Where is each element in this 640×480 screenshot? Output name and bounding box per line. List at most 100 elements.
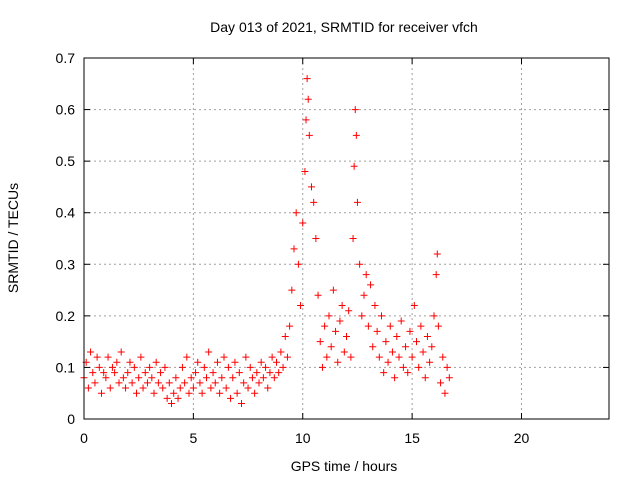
data-point <box>397 317 405 325</box>
data-point <box>198 389 206 397</box>
data-point <box>299 219 307 227</box>
data-point <box>183 353 191 361</box>
data-point <box>310 198 318 206</box>
data-point <box>181 379 189 387</box>
data-point <box>196 379 204 387</box>
data-point <box>439 353 447 361</box>
data-point <box>174 394 182 402</box>
data-point <box>292 209 300 217</box>
data-point <box>441 389 449 397</box>
data-point <box>410 302 418 310</box>
data-point <box>229 374 237 382</box>
x-tick-label: 5 <box>189 430 197 446</box>
data-point <box>308 183 315 191</box>
data-point <box>437 379 445 387</box>
data-point <box>318 363 326 371</box>
ticks: 0 0.1 0.2 0.3 0.4 0.5 0.6 0.7 0 5 10 15 20 <box>56 50 609 446</box>
data-point <box>426 358 434 366</box>
data-point <box>148 374 156 382</box>
data-point <box>345 307 353 315</box>
data-point <box>124 369 132 377</box>
data-point <box>220 353 228 361</box>
data-point <box>187 374 195 382</box>
data-point <box>338 302 346 310</box>
data-point <box>277 348 285 356</box>
data-point <box>172 374 180 382</box>
data-point <box>275 369 283 377</box>
data-point <box>430 312 438 320</box>
data-point <box>209 369 217 377</box>
data-point <box>115 379 123 387</box>
data-point <box>222 384 230 392</box>
data-point <box>290 245 298 253</box>
data-point <box>303 75 311 83</box>
data-point <box>329 286 337 294</box>
data-point <box>408 353 416 361</box>
chart-title: Day 013 of 2021, SRMTID for receiver vfc… <box>210 19 478 35</box>
data-point <box>301 167 309 175</box>
data-point <box>102 374 110 382</box>
data-point <box>84 384 92 392</box>
data-point <box>227 394 235 402</box>
data-point <box>428 343 436 351</box>
data-point <box>163 394 171 402</box>
plot-frame <box>83 57 610 420</box>
x-tick-label: 15 <box>404 430 420 446</box>
data-point <box>288 286 296 294</box>
data-point <box>143 379 151 387</box>
data-point <box>266 369 274 377</box>
data-point <box>189 384 197 392</box>
data-point <box>352 131 360 139</box>
data-point <box>91 379 99 387</box>
data-point <box>253 369 261 377</box>
data-point <box>141 369 149 377</box>
data-point <box>445 374 453 382</box>
y-tick-label: 0.1 <box>56 359 76 375</box>
data-point <box>133 389 140 397</box>
data-point <box>393 332 401 340</box>
data-point <box>384 358 392 366</box>
data-point <box>364 322 372 330</box>
data-point <box>380 369 388 377</box>
data-point <box>257 358 265 366</box>
data-point <box>314 291 322 299</box>
data-point <box>371 302 379 310</box>
data-points <box>80 75 453 408</box>
data-point <box>122 384 130 392</box>
data-point <box>334 358 342 366</box>
data-point <box>402 343 410 351</box>
data-point <box>399 363 407 371</box>
data-point <box>255 379 263 387</box>
data-point <box>349 235 357 242</box>
data-point <box>135 374 143 382</box>
data-point <box>213 358 221 366</box>
data-point <box>360 291 368 299</box>
x-tick-label: 0 <box>80 430 88 446</box>
data-point <box>168 400 175 408</box>
data-point <box>106 384 114 392</box>
data-point <box>312 235 320 242</box>
data-point <box>415 363 423 371</box>
x-axis-title: GPS time / hours <box>291 458 398 474</box>
y-tick-label: 0.4 <box>56 205 76 221</box>
data-point <box>386 322 394 330</box>
data-point <box>224 363 232 371</box>
data-point <box>434 322 442 330</box>
data-point <box>146 363 154 371</box>
data-point <box>238 400 245 408</box>
data-point <box>273 358 280 366</box>
data-point <box>157 369 165 377</box>
y-tick-label: 0.5 <box>56 153 76 169</box>
data-point <box>126 358 134 366</box>
data-point <box>268 353 276 361</box>
data-point <box>270 374 278 382</box>
y-tick-label: 0 <box>67 411 75 427</box>
data-point <box>297 302 305 310</box>
data-point <box>259 374 267 382</box>
data-point <box>178 363 186 371</box>
data-point <box>332 327 340 335</box>
data-point <box>404 369 412 377</box>
data-point <box>200 363 208 371</box>
x-tick-label: 10 <box>295 430 311 446</box>
data-point <box>413 338 420 346</box>
